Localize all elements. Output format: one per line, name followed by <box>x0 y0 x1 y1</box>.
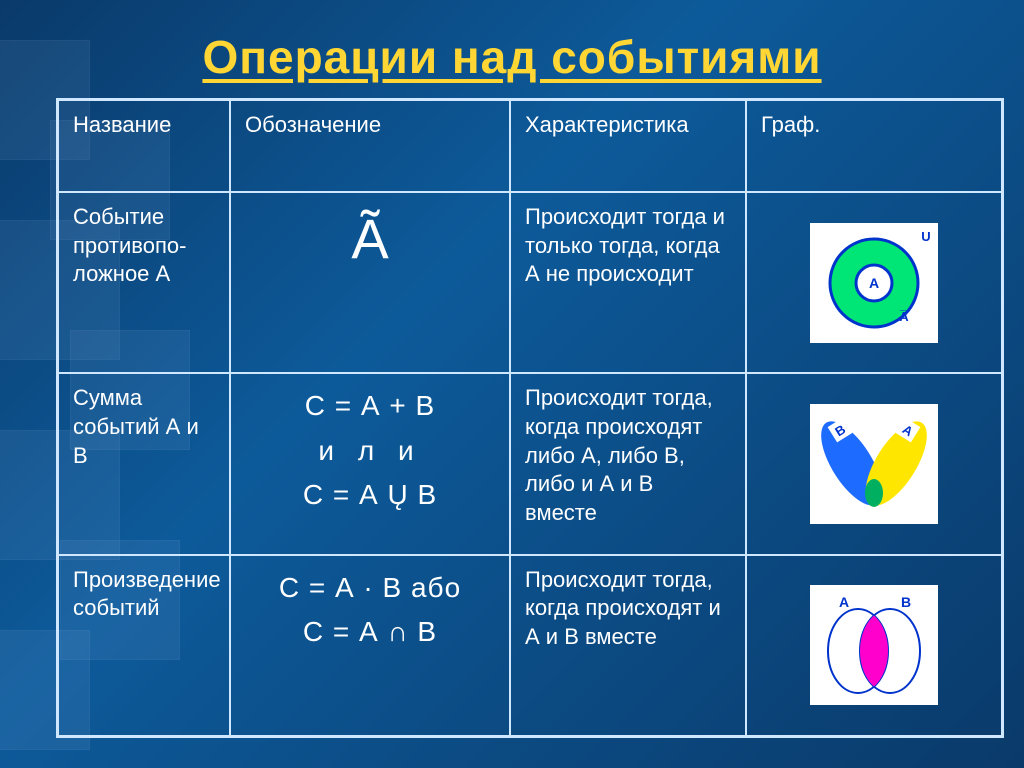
diagram-union: B A <box>810 404 938 524</box>
notation-line: С = А ∩ В <box>245 614 495 650</box>
row-intersection-notation: С = А · В або С = А ∩ В <box>230 555 510 736</box>
svg-text:B: B <box>901 594 911 610</box>
row-intersection-name: Произведение событий <box>58 555 230 736</box>
col-header-notation: Обозначение <box>230 100 510 192</box>
row-complement-notation: Ã <box>230 192 510 373</box>
col-header-description: Характеристика <box>510 100 746 192</box>
diagram-complement: A U A̅ <box>810 223 938 343</box>
row-union-name: Сумма событий А и В <box>58 373 230 554</box>
slide-title: Операции над событиями <box>0 30 1024 84</box>
row-intersection-graphic: A B <box>746 555 1002 736</box>
col-header-name: Название <box>58 100 230 192</box>
row-intersection-description: Происходит тогда, когда происходят и А и… <box>510 555 746 736</box>
diagram-intersection: A B <box>810 585 938 705</box>
notation-line: и л и <box>245 433 495 469</box>
row-union-graphic: B A <box>746 373 1002 554</box>
row-complement-name: Событие противопо-ложное А <box>58 192 230 373</box>
row-complement-description: Происходит тогда и только тогда, когда А… <box>510 192 746 373</box>
operations-table: Название Обозначение Характеристика Граф… <box>56 98 1004 738</box>
notation-line: С = А Ų В <box>245 477 495 513</box>
svg-text:A̅: A̅ <box>899 309 909 324</box>
notation-line: С = А · В або <box>245 570 495 606</box>
svg-text:A: A <box>869 275 879 291</box>
col-header-graphic: Граф. <box>746 100 1002 192</box>
svg-text:A: A <box>839 594 849 610</box>
notation-line: С = А + В <box>245 388 495 424</box>
row-union-notation: С = А + В и л и С = А Ų В <box>230 373 510 554</box>
row-complement-graphic: A U A̅ <box>746 192 1002 373</box>
svg-text:U: U <box>921 229 930 244</box>
row-union-description: Происходит тогда, когда происходят либо … <box>510 373 746 554</box>
notation-line: Ã <box>245 203 495 276</box>
